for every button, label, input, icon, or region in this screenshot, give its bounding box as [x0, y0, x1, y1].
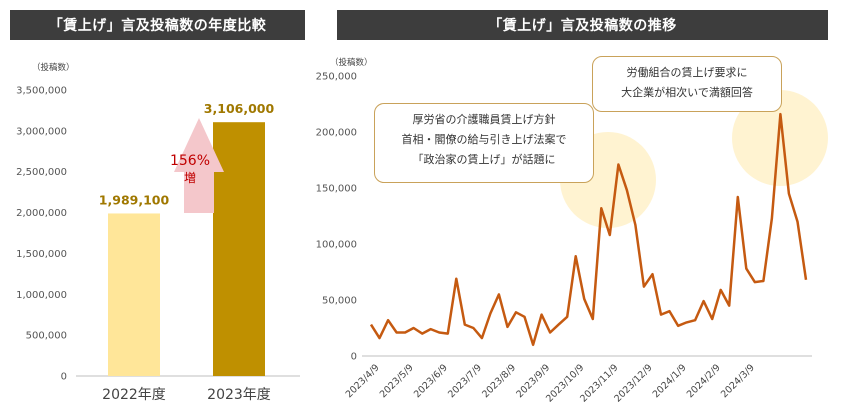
annotation-2-line-1: 労働組合の賃上げ要求に [626, 66, 748, 79]
bar-y-tick-label: 0 [61, 372, 67, 383]
bar-value-label: 1,989,100 [99, 192, 170, 207]
bar-1 [108, 213, 160, 376]
annotation-box-2: 労働組合の賃上げ要求に 大企業が相次いで満額回答 [592, 56, 782, 112]
line-y-tick-label: 0 [351, 352, 357, 363]
growth-arrow-icon [174, 118, 224, 213]
line-chart-title: 「賃上げ」言及投稿数の推移 [337, 10, 828, 40]
line-y-tick-label: 150,000 [316, 184, 357, 195]
bar-y-tick-label: 2,500,000 [16, 167, 67, 178]
bar-chart: （投稿数） 3,500,000 3,000,000 2,500,000 2,000,0… [16, 62, 300, 403]
bar-y-tick-label: 500,000 [26, 331, 67, 342]
bar-category-label: 2023年度 [207, 387, 271, 403]
line-series [369, 112, 808, 347]
line-x-tick-label: 2023/5/9 [378, 362, 416, 400]
line-x-tick-label: 2024/2/9 [685, 362, 723, 400]
bar-category-labels: 2022年度 2023年度 [102, 387, 271, 403]
line-chart-xaxis: 2023/4/92023/5/92023/6/92023/7/92023/8/9… [344, 362, 757, 404]
bar-y-tick-label: 3,500,000 [16, 86, 67, 97]
bar-y-tick-label: 1,500,000 [16, 249, 67, 260]
bar-value-labels: 1,989,100 3,106,000 [99, 101, 275, 207]
annotation-2-line-2: 大企業が相次いで満額回答 [621, 86, 753, 99]
bar-y-tick-label: 3,000,000 [16, 126, 67, 137]
line-y-tick-label: 50,000 [322, 296, 357, 307]
annotation-1-line-1: 厚労省の介護職員賃上げ方針 [412, 113, 556, 126]
annotation-1-line-2: 首相・閣僚の給与引き上げ法案で [401, 133, 567, 146]
line-x-tick-label: 2024/3/9 [719, 362, 757, 400]
growth-suffix: 増 [184, 171, 196, 185]
annotation-box-1: 厚労省の介護職員賃上げ方針 首相・閣僚の給与引き上げ法案で 「政治家の賃上げ」が… [374, 103, 594, 183]
bar-chart-yaxis: 3,500,000 3,000,000 2,500,000 2,000,000 1,50… [16, 86, 67, 383]
bar-y-tick-label: 2,000,000 [16, 208, 67, 219]
bar-value-label: 3,106,000 [204, 101, 275, 116]
line-chart-ylabel: （投稿数） [330, 57, 373, 68]
line-x-tick-label: 2024/1/9 [651, 362, 689, 400]
bar-2 [213, 122, 265, 376]
bar-chart-ylabel: （投稿数） [32, 62, 75, 73]
annotation-1-line-3: 「政治家の賃上げ」が話題に [412, 153, 556, 166]
line-x-tick-label: 2023/7/9 [446, 362, 484, 400]
growth-percent: 156% [170, 153, 210, 169]
line-chart-yaxis: 250,000 200,000 150,000 100,000 50,000 0 [316, 72, 357, 363]
line-y-tick-label: 250,000 [316, 72, 357, 83]
highlight-circle-2 [732, 90, 828, 186]
bar-y-tick-label: 1,000,000 [16, 290, 67, 301]
line-x-tick-label: 2023/8/9 [480, 362, 518, 400]
line-y-tick-label: 200,000 [316, 128, 357, 139]
line-x-tick-label: 2023/6/9 [412, 362, 450, 400]
line-y-tick-label: 100,000 [316, 240, 357, 251]
bar-chart-title: 「賃上げ」言及投稿数の年度比較 [10, 10, 305, 40]
bar-group [108, 122, 265, 376]
bar-category-label: 2022年度 [102, 387, 166, 403]
line-x-tick-label: 2023/4/9 [344, 362, 382, 400]
